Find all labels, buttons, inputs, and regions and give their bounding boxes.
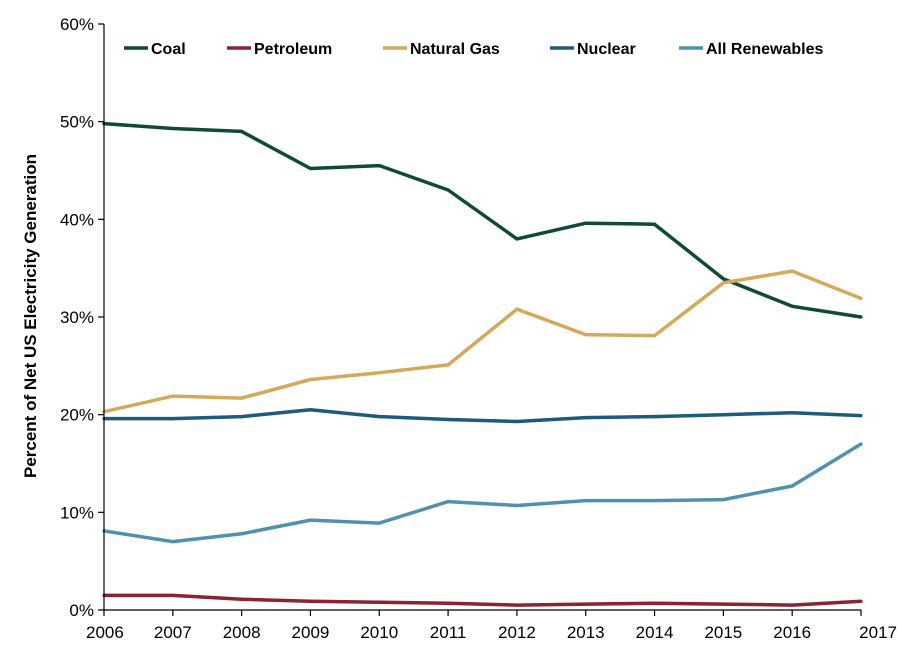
- data-point-coal: [721, 277, 725, 281]
- data-point-natural-gas: [515, 307, 519, 311]
- data-point-natural-gas: [308, 377, 313, 382]
- y-axis-ticks: 0% 10% 20% 30% 40% 50% 60%: [60, 15, 104, 620]
- legend-label-all-renewables: All Renewables: [706, 41, 823, 58]
- data-point-nuclear: [790, 411, 794, 415]
- data-point-nuclear: [652, 415, 657, 419]
- x-tick-label: 2010: [360, 623, 398, 642]
- data-point-natural-gas: [721, 281, 725, 285]
- data-point-all-renewables: [171, 540, 175, 544]
- legend-label-petroleum: Petroleum: [254, 41, 332, 58]
- data-point-all-renewables: [790, 484, 794, 488]
- legend: Coal Petroleum Natural Gas Nuclear All Renew…: [124, 41, 823, 58]
- data-point-nuclear: [446, 417, 450, 422]
- data-point-natural-gas: [584, 332, 588, 337]
- x-tick-label: 2011: [430, 623, 467, 642]
- x-tick-label: 2016: [773, 623, 811, 642]
- data-point-coal: [790, 304, 794, 308]
- x-tick-label: 2015: [704, 623, 742, 642]
- x-tick-label: 2008: [223, 623, 261, 642]
- data-point-nuclear: [859, 414, 863, 418]
- data-point-all-renewables: [240, 532, 244, 536]
- x-axis-ticks: 2006 2007 2008 2009 2010 2011 2012 2013 2014 2015…: [86, 610, 897, 642]
- data-point-coal: [515, 237, 519, 241]
- data-point-all-renewables: [515, 503, 519, 508]
- series-line-petroleum: [104, 593, 862, 607]
- data-point-all-renewables: [859, 442, 863, 446]
- data-point-nuclear: [308, 408, 313, 412]
- data-point-coal: [859, 315, 863, 319]
- legend-label-nuclear: Nuclear: [577, 41, 636, 58]
- data-point-petroleum: [308, 599, 313, 603]
- y-tick-label: 50%: [60, 113, 94, 132]
- data-point-coal: [171, 126, 175, 131]
- data-point-nuclear: [171, 416, 175, 421]
- data-point-coal: [584, 221, 588, 225]
- x-tick-label: 2012: [498, 623, 536, 642]
- data-point-coal: [240, 129, 244, 134]
- data-point-petroleum: [652, 601, 657, 605]
- data-point-petroleum: [446, 601, 450, 605]
- data-point-all-renewables: [308, 518, 313, 522]
- data-point-all-renewables: [721, 498, 725, 502]
- y-axis-title: Percent of Net US Electricity Generation: [21, 154, 40, 478]
- x-tick-label: 2006: [86, 623, 124, 642]
- data-point-petroleum: [377, 600, 381, 604]
- data-point-natural-gas: [790, 269, 794, 273]
- x-tick-label: 2007: [154, 623, 192, 642]
- data-point-all-renewables: [377, 521, 381, 525]
- legend-label-coal: Coal: [151, 41, 186, 58]
- data-point-petroleum: [171, 593, 175, 597]
- x-tick-label: 2017: [859, 623, 897, 642]
- data-point-natural-gas: [446, 363, 450, 367]
- data-point-nuclear: [584, 415, 588, 420]
- data-point-petroleum: [584, 602, 588, 606]
- data-point-petroleum: [859, 599, 863, 603]
- y-tick-label: 10%: [60, 503, 94, 522]
- data-point-petroleum: [790, 603, 794, 607]
- series-line-all-renewables: [103, 442, 862, 544]
- data-point-natural-gas: [377, 371, 381, 375]
- data-point-natural-gas: [240, 396, 244, 400]
- legend-label-natural-gas: Natural Gas: [410, 41, 500, 58]
- data-point-nuclear: [515, 419, 519, 424]
- x-tick-label: 2009: [292, 623, 330, 642]
- data-point-natural-gas: [859, 296, 863, 301]
- data-point-natural-gas: [652, 333, 657, 338]
- x-tick-label: 2013: [567, 623, 605, 642]
- data-point-petroleum: [721, 602, 725, 606]
- x-tick-label: 2014: [636, 623, 674, 642]
- y-tick-label: 60%: [60, 15, 94, 34]
- data-point-nuclear: [377, 415, 381, 419]
- data-point-coal: [652, 222, 657, 226]
- plot-lines: [102, 121, 863, 607]
- data-point-petroleum: [240, 597, 244, 601]
- y-tick-label: 40%: [60, 210, 94, 229]
- data-point-nuclear: [240, 415, 244, 419]
- series-line-nuclear: [104, 408, 862, 424]
- series-line-natural-gas: [103, 269, 862, 414]
- y-tick-label: 0%: [69, 601, 94, 620]
- y-tick-label: 20%: [60, 406, 94, 425]
- data-point-coal: [308, 166, 313, 171]
- data-point-all-renewables: [584, 499, 588, 503]
- data-point-all-renewables: [652, 499, 657, 503]
- data-point-natural-gas: [171, 394, 175, 398]
- series-line-coal: [103, 121, 862, 319]
- data-point-all-renewables: [446, 499, 450, 504]
- data-point-coal: [377, 164, 381, 168]
- data-point-petroleum: [515, 603, 519, 607]
- data-point-coal: [446, 188, 450, 192]
- data-point-nuclear: [721, 413, 725, 417]
- y-tick-label: 30%: [60, 308, 94, 327]
